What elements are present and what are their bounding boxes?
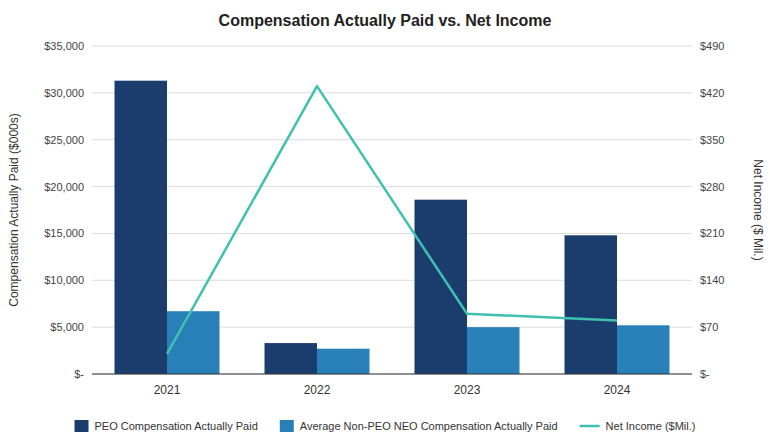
legend-label: Average Non-PEO NEO Compensation Actuall… — [300, 420, 558, 432]
legend-swatch — [75, 420, 89, 432]
line — [167, 86, 617, 354]
legend: PEO Compensation Actually Paid Average No… — [75, 420, 696, 432]
bar — [115, 81, 168, 374]
y2-tick-label: $490 — [700, 40, 724, 52]
grid-line — [92, 374, 692, 375]
y-tick-label: $15,000 — [44, 227, 84, 239]
bar — [265, 343, 318, 374]
y2-tick-label: $- — [700, 368, 710, 380]
y2-axis-label: Net Income ($ Mil.) — [751, 159, 765, 260]
y-tick-label: $35,000 — [44, 40, 84, 52]
y2-tick-label: $280 — [700, 181, 724, 193]
y-tick-label: $25,000 — [44, 134, 84, 146]
y-tick-label: $10,000 — [44, 274, 84, 286]
bar — [167, 311, 220, 374]
grid — [92, 46, 692, 374]
marks — [115, 81, 670, 374]
title: Compensation Actually Paid vs. Net Incom… — [219, 12, 552, 29]
legend-item: Net Income ($Mil.) — [580, 420, 696, 432]
grid-line — [92, 46, 692, 47]
bar — [617, 325, 670, 374]
baseline — [92, 374, 692, 375]
y-tick-label: $5,000 — [50, 321, 84, 333]
bar — [317, 349, 370, 374]
legend-label: Net Income ($Mil.) — [606, 420, 696, 432]
x-tick-label: 2021 — [154, 383, 181, 397]
chart: Compensation Actually Paid vs. Net Incom… — [0, 0, 770, 448]
x-tick-label: 2024 — [604, 383, 631, 397]
y-tick-label: $30,000 — [44, 87, 84, 99]
grid-line — [92, 139, 692, 140]
legend-item: PEO Compensation Actually Paid — [75, 420, 258, 432]
bar — [565, 235, 618, 374]
y2-tick-label: $140 — [700, 274, 724, 286]
y-axis-label: Compensation Actually Paid ($000s) — [7, 113, 21, 306]
legend-swatch — [280, 420, 294, 432]
bar — [415, 200, 468, 374]
legend-item: Average Non-PEO NEO Compensation Actuall… — [280, 420, 558, 432]
x-tick-label: 2023 — [454, 383, 481, 397]
y-tick-label: $- — [74, 368, 84, 380]
y2-tick-label: $70 — [700, 321, 718, 333]
y2-tick-label: $350 — [700, 134, 724, 146]
y2-tick-label: $420 — [700, 87, 724, 99]
grid-line — [92, 186, 692, 187]
bar — [467, 327, 520, 374]
grid-line — [92, 233, 692, 234]
grid-line — [92, 92, 692, 93]
y-tick-label: $20,000 — [44, 181, 84, 193]
legend-swatch — [580, 425, 600, 428]
y2-tick-label: $210 — [700, 227, 724, 239]
x-tick-label: 2022 — [304, 383, 331, 397]
legend-label: PEO Compensation Actually Paid — [95, 420, 258, 432]
